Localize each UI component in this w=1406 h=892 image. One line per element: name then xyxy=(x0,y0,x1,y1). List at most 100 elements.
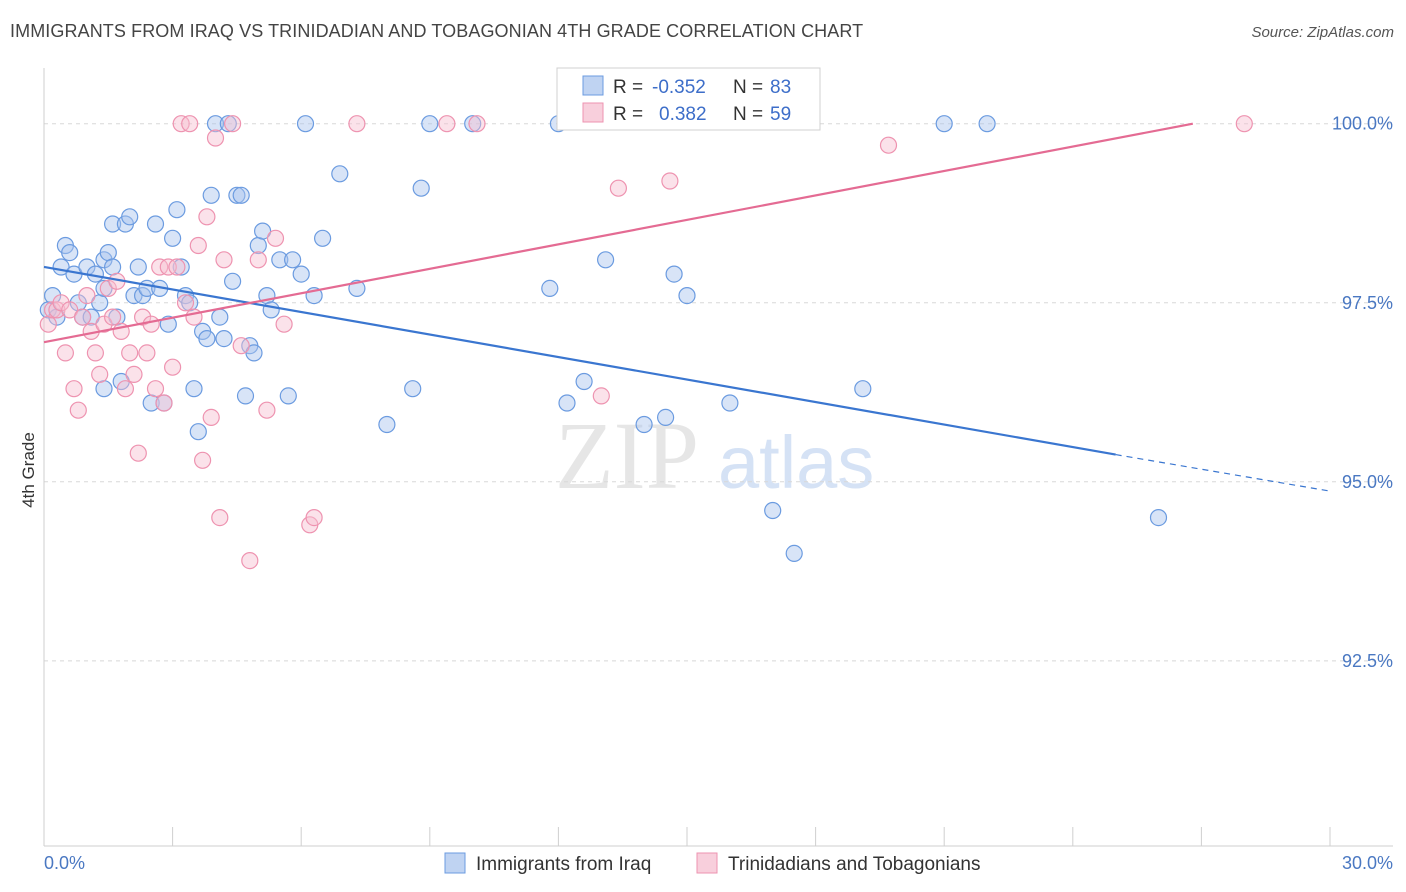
iraq-point xyxy=(296,115,315,133)
iraq-point xyxy=(219,115,237,133)
iraq-point xyxy=(129,258,147,276)
iraq-point xyxy=(558,394,576,412)
trend-lines xyxy=(43,122,1331,492)
iraq-point xyxy=(189,423,207,441)
iraq-point xyxy=(785,544,803,563)
legend-swatch-trinidad xyxy=(582,102,604,123)
trinidad-point xyxy=(69,401,87,419)
iraq-point xyxy=(249,236,267,255)
trinidad-point xyxy=(91,365,109,383)
trinidad-trend-line xyxy=(43,122,1194,344)
trinidad-point xyxy=(241,551,259,570)
watermark-atlas: atlas xyxy=(718,421,874,504)
iraq-point xyxy=(764,501,782,520)
iraq-point xyxy=(185,380,203,398)
iraq-point xyxy=(1149,508,1168,527)
trinidad-point xyxy=(275,315,293,333)
legend-n-label-2: N = xyxy=(733,104,763,125)
trinidad-point xyxy=(202,408,220,426)
legend-n-value-1: 83 xyxy=(770,77,791,98)
trinidad-point xyxy=(258,401,276,419)
iraq-point xyxy=(271,251,289,269)
iraq-point xyxy=(202,186,220,204)
trinidad-point xyxy=(206,129,225,147)
y-tick-label: 95.0% xyxy=(1342,472,1393,492)
trinidad-point xyxy=(438,115,456,133)
trinidad-point xyxy=(164,358,182,376)
iraq-point xyxy=(121,208,139,226)
trinidad-point xyxy=(65,380,83,398)
series-legend: Immigrants from Iraq Trinidadians and To… xyxy=(444,852,980,875)
iraq-point xyxy=(95,279,113,297)
iraq-point xyxy=(164,229,182,247)
iraq-point xyxy=(412,179,430,197)
iraq-point xyxy=(292,265,310,283)
trinidad-point xyxy=(266,229,285,247)
legend-r-value-1: -0.352 xyxy=(652,77,706,98)
iraq-point xyxy=(314,229,332,247)
iraq-point xyxy=(103,258,122,276)
x-tick-label-max: 30.0% xyxy=(1342,853,1393,873)
iraq-point xyxy=(103,215,122,233)
trinidad-point xyxy=(78,287,96,305)
trinidad-point xyxy=(138,344,156,362)
trinidad-point xyxy=(661,172,679,190)
iraq-point xyxy=(404,380,422,398)
trinidad-point xyxy=(189,236,207,255)
trinidad-point xyxy=(129,444,147,462)
iraq-point xyxy=(279,387,297,405)
trinidad-point xyxy=(86,344,105,362)
trinidad-point xyxy=(168,258,186,276)
iraq-point xyxy=(464,115,482,133)
iraq-point xyxy=(172,258,190,276)
iraq-point xyxy=(236,387,255,405)
iraq-point xyxy=(978,115,996,133)
iraq-trend-extension xyxy=(1115,454,1331,492)
iraq-point xyxy=(541,279,559,297)
y-tick-labels: 92.5% 95.0% 97.5% 100.0% xyxy=(1332,114,1393,671)
series-legend-swatch-trinidad xyxy=(696,852,718,874)
source-label: Source: ZipAtlas.com xyxy=(1251,24,1394,41)
iraq-point xyxy=(228,186,246,204)
trinidad-point xyxy=(155,394,173,412)
legend-r-label-1: R = xyxy=(613,77,643,98)
iraq-point xyxy=(61,244,79,262)
trinidad-point xyxy=(134,308,152,326)
trinidad-point xyxy=(125,365,143,383)
series-legend-label-iraq: Immigrants from Iraq xyxy=(476,854,651,875)
x-tick-label-min: 0.0% xyxy=(44,853,85,873)
chart-title: IMMIGRANTS FROM IRAQ VS TRINIDADIAN AND … xyxy=(10,21,864,41)
iraq-point xyxy=(656,408,675,426)
legend-r-label-2: R = xyxy=(613,104,643,125)
iraq-point xyxy=(854,380,872,398)
trinidad-point xyxy=(116,380,135,398)
trinidad-point xyxy=(181,115,199,133)
trinidad-point xyxy=(215,251,233,269)
iraq-point xyxy=(254,222,272,240)
iraq-point xyxy=(125,287,143,305)
y-tick-label: 100.0% xyxy=(1332,114,1393,134)
legend-n-label-1: N = xyxy=(733,77,763,98)
trinidad-point xyxy=(95,315,113,333)
trinidad-point xyxy=(609,179,628,197)
iraq-point xyxy=(211,308,229,326)
trinidad-point xyxy=(592,387,610,405)
y-tick-label: 92.5% xyxy=(1342,651,1393,671)
trinidad-point xyxy=(198,208,216,226)
trinidad-point xyxy=(99,279,117,297)
iraq-point xyxy=(99,244,117,262)
trinidad-point xyxy=(151,258,169,276)
legend-swatch-iraq xyxy=(582,75,604,96)
iraq-point xyxy=(224,272,242,290)
trinidad-point xyxy=(232,337,250,355)
iraq-point xyxy=(198,330,216,348)
iraq-point xyxy=(635,415,653,434)
iraq-point xyxy=(206,115,225,133)
iraq-point xyxy=(215,330,233,348)
trinidad-point xyxy=(224,115,242,133)
iraq-point xyxy=(95,380,113,398)
y-tick-label: 97.5% xyxy=(1342,293,1393,313)
axes xyxy=(43,68,1393,847)
data-points xyxy=(39,115,1253,570)
